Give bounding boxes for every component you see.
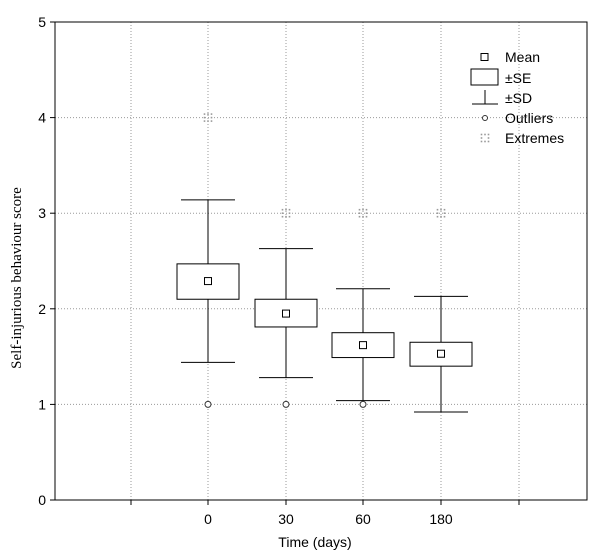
legend-mean-symbol bbox=[480, 53, 489, 61]
mean-marker bbox=[204, 277, 212, 286]
outlier-marker bbox=[282, 400, 290, 408]
outlier-marker bbox=[359, 400, 367, 408]
legend-item-extreme: Extremes bbox=[480, 130, 564, 146]
legend-label: Mean bbox=[505, 49, 540, 65]
y-tick-label: 1 bbox=[38, 396, 46, 412]
extreme-marker bbox=[281, 208, 291, 218]
legend-label: Outliers bbox=[505, 110, 553, 126]
legend-outlier-symbol bbox=[482, 115, 488, 121]
y-tick-label: 4 bbox=[38, 110, 46, 126]
x-tick-label: 180 bbox=[429, 511, 453, 527]
x-tick-label: 30 bbox=[278, 511, 294, 527]
y-tick-label: 5 bbox=[38, 14, 46, 30]
outlier-marker bbox=[204, 400, 212, 408]
mean-marker bbox=[437, 349, 445, 358]
legend-label: ±SE bbox=[505, 70, 531, 86]
y-tick-label: 0 bbox=[38, 492, 46, 508]
x-tick-label: 0 bbox=[204, 511, 212, 527]
mean-marker bbox=[359, 341, 367, 350]
legend-item-se: ±SE bbox=[470, 68, 531, 86]
legend-se-symbol bbox=[470, 68, 499, 86]
y-axis-label: Self-injurious behaviour score bbox=[9, 187, 25, 369]
legend: Mean ±SE ±SD Outliers Extremes bbox=[470, 49, 564, 146]
y-axis: 0 1 2 3 4 5 bbox=[38, 14, 55, 508]
x-axis: 0 30 60 180 bbox=[130, 500, 520, 527]
plot-area bbox=[54, 21, 588, 501]
box-30 bbox=[254, 208, 318, 408]
mean-marker bbox=[282, 309, 290, 318]
x-axis-label: Time (days) bbox=[278, 534, 351, 550]
box-series bbox=[176, 113, 473, 413]
legend-item-outlier: Outliers bbox=[482, 110, 553, 126]
y-tick-label: 2 bbox=[38, 301, 46, 317]
extreme-marker bbox=[358, 208, 368, 218]
legend-extreme-symbol bbox=[480, 133, 490, 143]
box-60 bbox=[331, 208, 395, 408]
extreme-marker bbox=[203, 113, 213, 122]
legend-item-sd: ±SD bbox=[472, 90, 532, 106]
box-0 bbox=[176, 113, 240, 408]
box-180 bbox=[409, 208, 473, 413]
legend-label: ±SD bbox=[505, 90, 532, 106]
legend-label: Extremes bbox=[505, 130, 564, 146]
extreme-marker bbox=[436, 208, 446, 218]
legend-item-mean: Mean bbox=[480, 49, 540, 65]
x-tick-label: 60 bbox=[355, 511, 371, 527]
y-tick-label: 3 bbox=[38, 205, 46, 221]
